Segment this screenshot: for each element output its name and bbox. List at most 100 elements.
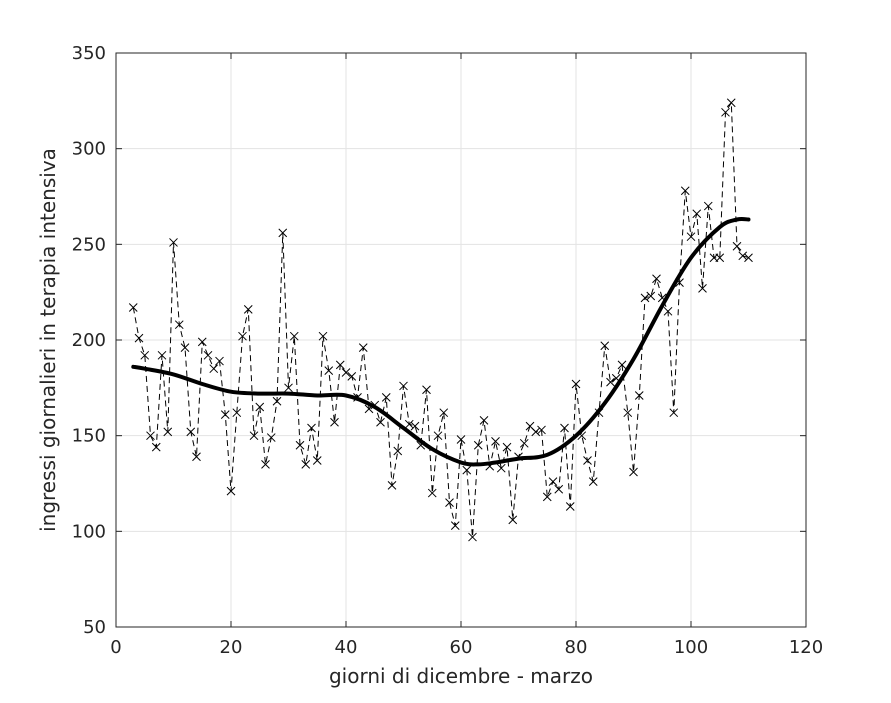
daily-data-point	[180, 343, 190, 353]
grid-lines	[116, 53, 806, 627]
daily-data-point	[128, 303, 138, 312]
axis-ticks: 0 20 40 60 80 100 120 50 100 150 200 250 300 350	[72, 43, 824, 658]
daily-data-point	[330, 417, 339, 427]
daily-data-point	[588, 477, 598, 486]
daily-data-point	[163, 427, 173, 437]
daily-data-point	[634, 391, 644, 400]
daily-data-point	[335, 360, 345, 370]
daily-data-point	[140, 350, 150, 360]
daily-data-point	[174, 320, 184, 330]
daily-data-point	[249, 431, 259, 441]
daily-data-point	[692, 209, 702, 219]
daily-data-point	[462, 465, 472, 475]
series-layer	[128, 98, 753, 542]
daily-data-point	[456, 435, 466, 444]
daily-data-point	[169, 238, 178, 247]
daily-data-point	[427, 488, 437, 498]
y-tick-label: 300	[72, 139, 106, 160]
daily-data-point	[583, 456, 592, 465]
daily-data-point	[243, 305, 253, 314]
daily-data-point	[433, 431, 443, 441]
daily-data-point	[289, 331, 299, 341]
daily-data-point	[698, 283, 707, 293]
daily-data-point	[324, 366, 334, 375]
daily-data-point	[278, 228, 288, 238]
daily-data-point	[726, 98, 736, 108]
daily-data-point	[347, 371, 357, 381]
daily-data-point	[157, 350, 167, 360]
daily-data-point	[284, 383, 293, 393]
daily-data-point	[473, 440, 483, 450]
daily-data-point	[680, 186, 690, 196]
daily-data-point	[358, 343, 368, 353]
daily-data-point	[744, 253, 753, 263]
daily-data-point	[186, 427, 196, 437]
x-axis-label: giorni di dicembre - marzo	[329, 664, 593, 688]
y-tick-label: 200	[72, 330, 106, 351]
daily-data-point	[307, 423, 316, 433]
daily-data-point	[560, 423, 569, 433]
daily-data-point	[422, 385, 431, 395]
daily-data-point	[502, 442, 512, 452]
daily-data-point	[640, 293, 650, 303]
daily-data-point	[151, 442, 161, 452]
daily-data-point	[646, 291, 656, 301]
daily-data-point	[209, 364, 219, 374]
x-tick-label: 60	[450, 637, 473, 658]
daily-data-point	[663, 306, 673, 316]
daily-data-point	[266, 433, 276, 442]
daily-data-point	[554, 484, 564, 494]
daily-data-point	[215, 356, 224, 366]
daily-data-point	[381, 393, 391, 402]
daily-data-point	[715, 253, 725, 263]
daily-data-point	[468, 532, 477, 542]
daily-data-point	[301, 460, 311, 469]
daily-data-point	[295, 440, 305, 450]
daily-data-point	[542, 492, 552, 502]
daily-data-point	[571, 379, 581, 389]
daily-data-point	[232, 408, 242, 418]
daily-data-point	[669, 408, 679, 418]
daily-data-point	[703, 201, 713, 211]
daily-data-point	[255, 402, 265, 412]
daily-data-point	[617, 360, 627, 370]
daily-data-point	[445, 498, 454, 507]
daily-data-point	[203, 350, 213, 360]
daily-data-point	[686, 232, 696, 242]
y-tick-label: 350	[72, 43, 106, 64]
daily-data-point	[272, 396, 282, 406]
daily-data-point	[341, 368, 351, 377]
daily-data-point	[738, 251, 748, 261]
daily-data-point	[600, 341, 610, 351]
y-tick-label: 250	[72, 234, 106, 255]
daily-data-point	[537, 425, 546, 435]
daily-data-point	[399, 381, 408, 391]
daily-data-point	[220, 410, 230, 419]
daily-data-point	[479, 416, 489, 425]
y-tick-label: 150	[72, 426, 106, 447]
daily-data-point	[721, 107, 730, 117]
daily-data-point	[146, 431, 155, 441]
daily-data-point	[565, 502, 575, 511]
daily-data-point	[387, 481, 397, 490]
daily-data-point	[548, 477, 558, 486]
daily-data-point	[261, 460, 270, 469]
daily-data-point	[238, 331, 247, 341]
x-tick-label: 120	[789, 637, 823, 658]
daily-data-point	[312, 456, 322, 465]
daily-data-point	[496, 463, 506, 473]
y-axis-label: ingressi giornalieri in terapia intensiv…	[36, 148, 60, 532]
daily-data-point	[376, 417, 385, 427]
daily-data-point	[450, 521, 460, 530]
daily-data-point	[226, 486, 236, 496]
y-tick-label: 100	[72, 521, 106, 542]
daily-data-point	[134, 333, 144, 343]
daily-data-point	[192, 452, 201, 462]
daily-data-point	[652, 274, 661, 284]
daily-data-point	[606, 377, 615, 387]
x-tick-label: 100	[674, 637, 708, 658]
daily-data-point	[410, 421, 420, 431]
daily-data-point	[491, 437, 500, 446]
daily-data-point	[629, 467, 638, 477]
daily-data-point	[531, 427, 541, 437]
